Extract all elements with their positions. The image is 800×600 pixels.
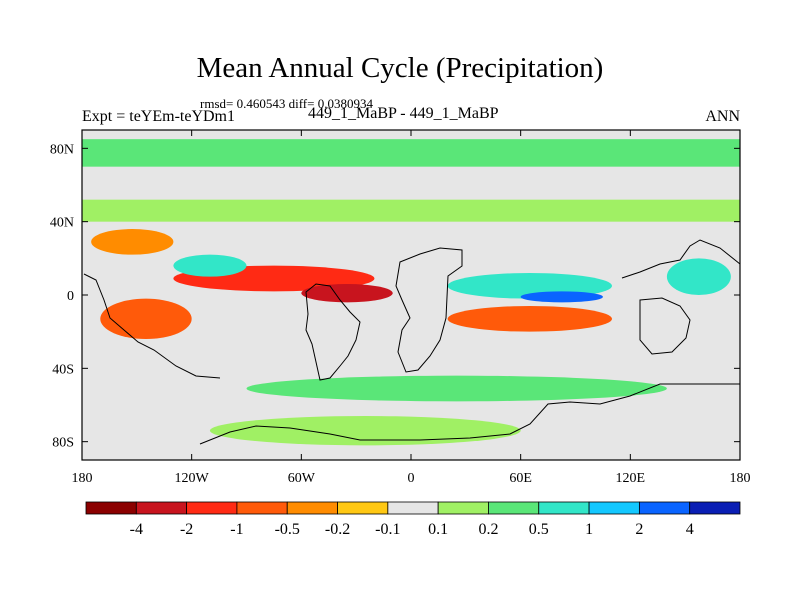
coastline-south-america xyxy=(305,283,361,381)
colorbar-label: 1 xyxy=(585,521,593,538)
colorbar-label: 0.5 xyxy=(529,521,549,538)
case-label: 449_1_MaBP - 449_1_MaBP xyxy=(308,105,499,122)
field-region-west-pacific-wet xyxy=(666,258,731,295)
coastline-layer xyxy=(83,239,740,445)
colorbar-swatch xyxy=(689,501,741,515)
colorbar-swatch xyxy=(488,501,540,515)
field-region-arctic-wet-band xyxy=(82,139,740,167)
lon-tick-label: 0 xyxy=(408,471,415,486)
coastline-australia xyxy=(639,297,691,355)
colorbar-label: 4 xyxy=(686,521,694,538)
lon-tick-label: 120E xyxy=(616,471,646,486)
longitude-axis: 180 120W 60W 0 60E 120E 180 xyxy=(72,130,751,486)
field-region-south-pacific-dry xyxy=(100,298,192,340)
coastline-asia xyxy=(621,239,740,279)
lat-tick-label: 40N xyxy=(50,216,74,231)
lon-tick-label: 180 xyxy=(72,471,93,486)
colorbar-swatch xyxy=(85,501,137,515)
colorbar-label: 0.2 xyxy=(478,521,498,538)
experiment-label: Expt = teYEm-teYDm1 xyxy=(82,108,235,125)
lon-tick-label: 120W xyxy=(175,471,210,486)
field-region-indian-ocean-wet-core xyxy=(520,291,603,303)
colorbar: -4 -2 -1 -0.5 -0.2 -0.1 0.1 0.2 0.5 1 2 4 xyxy=(85,501,741,538)
colorbar-label: -0.1 xyxy=(375,521,400,538)
colorbar-label: 0.1 xyxy=(428,521,448,538)
lon-tick-label: 60E xyxy=(509,471,532,486)
field-region-atlantic-dry-core xyxy=(301,284,393,303)
colorbar-label: -2 xyxy=(180,521,193,538)
colorbar-label: -1 xyxy=(230,521,243,538)
colorbar-swatch xyxy=(236,501,288,515)
colorbar-swatch xyxy=(638,501,691,515)
coastline-antarctica xyxy=(199,383,740,445)
colorbar-label: -0.5 xyxy=(275,521,300,538)
lon-tick-label: 60W xyxy=(288,471,316,486)
colorbar-swatch xyxy=(135,501,188,515)
colorbar-swatch xyxy=(337,501,389,515)
colorbar-label: 2 xyxy=(635,521,643,538)
field-region-southern-ocean-wet xyxy=(246,375,667,402)
chart-title: Mean Annual Cycle (Precipitation) xyxy=(196,52,604,84)
colorbar-swatch xyxy=(588,501,640,515)
coastline-north-america xyxy=(83,273,221,379)
colorbar-label: -0.2 xyxy=(325,521,350,538)
field-region-north-pacific-dry xyxy=(91,229,174,255)
colorbar-swatch xyxy=(437,501,489,515)
lat-tick-label: 0 xyxy=(67,289,74,304)
season-label: ANN xyxy=(705,108,740,125)
plot-background xyxy=(82,130,740,460)
field-region-tropical-wet xyxy=(173,254,247,277)
coastline-africa xyxy=(395,247,463,373)
field-layer xyxy=(82,130,740,460)
colorbar-swatch xyxy=(387,501,439,515)
colorbar-swatch xyxy=(186,501,238,515)
lat-tick-label: 80N xyxy=(50,142,74,157)
colorbar-swatch xyxy=(286,501,338,515)
lon-tick-label: 180 xyxy=(730,471,751,486)
field-region-north-midlat-wet-band xyxy=(82,199,740,222)
field-region-south-tropical-dry xyxy=(447,306,613,332)
lat-tick-label: 40S xyxy=(52,362,74,377)
colorbar-label: -4 xyxy=(130,521,143,538)
field-region-antarctic-coast xyxy=(209,416,521,446)
lat-tick-label: 80S xyxy=(52,436,74,451)
colorbar-swatch xyxy=(538,501,590,515)
stats-label: rmsd= 0.460543 diff= 0.0380934 xyxy=(200,96,373,111)
latitude-axis: 80N 40N 0 40S 80S xyxy=(50,142,740,451)
